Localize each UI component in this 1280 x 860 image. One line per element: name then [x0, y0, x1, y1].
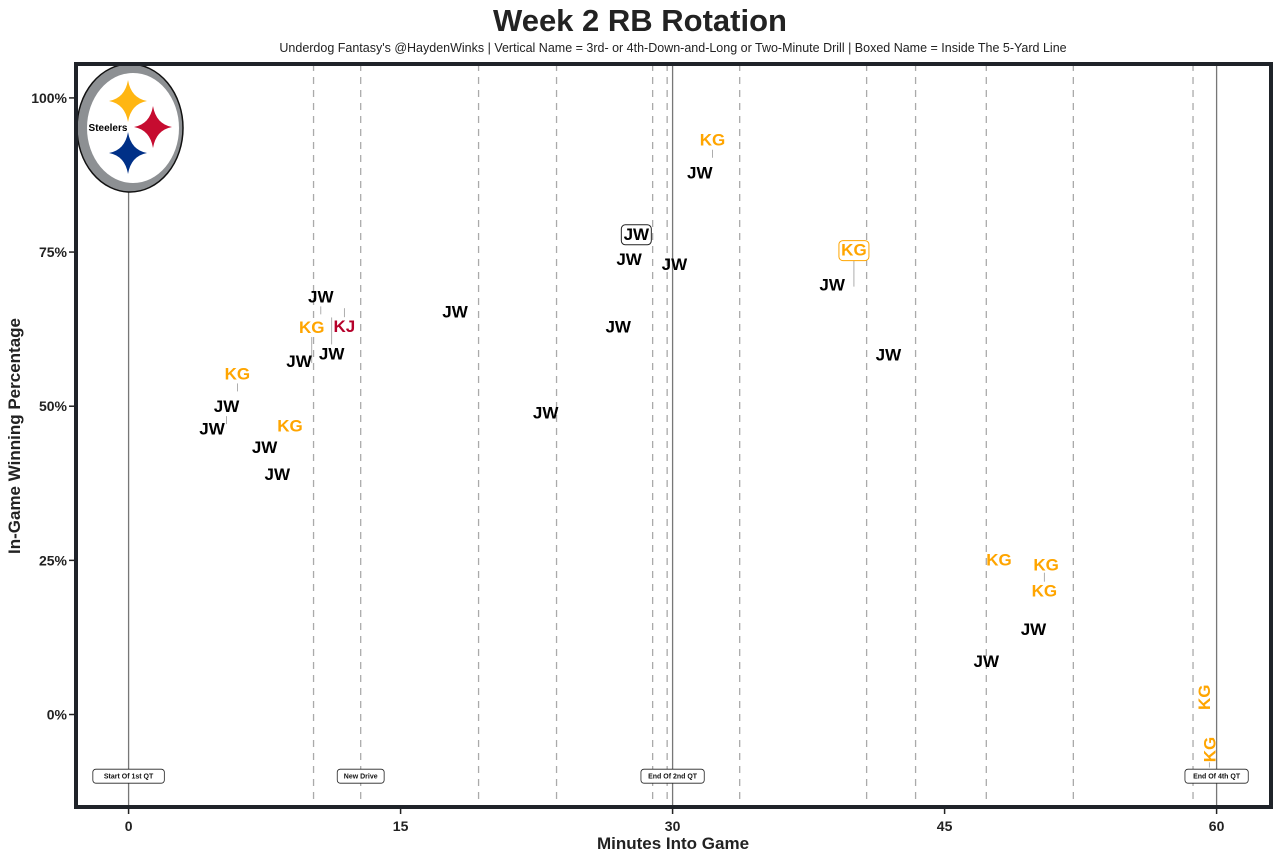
player-label: JW — [442, 302, 468, 321]
event-label-box — [1184, 768, 1249, 784]
player-label-group: JW — [214, 397, 240, 416]
player-label-group: KG — [1200, 737, 1219, 763]
player-label: KG — [700, 131, 726, 150]
player-label: JW — [605, 318, 631, 337]
chart-subtitle: Underdog Fantasy's @HaydenWinks | Vertic… — [279, 41, 1066, 55]
event-label-group: Start Of 1st QT — [92, 768, 165, 784]
player-label-group: JW — [687, 164, 713, 183]
player-label-group: JW — [662, 255, 688, 274]
player-label-group: JW — [308, 287, 334, 306]
player-label-group: JW — [616, 250, 642, 269]
player-label-group: JW — [442, 302, 468, 321]
player-label-group: JW — [1021, 620, 1047, 639]
chart-title: Week 2 RB Rotation — [493, 3, 787, 38]
steelers-logo: Steelers — [76, 63, 184, 193]
player-label-group: JW — [876, 345, 902, 364]
player-label: JW — [214, 397, 240, 416]
player-label-group: KG — [1195, 684, 1214, 710]
y-tick-label: 25% — [39, 552, 68, 568]
player-label: JW — [286, 352, 312, 371]
player-label: JW — [974, 652, 1000, 671]
player-label-group: KJ — [334, 317, 356, 336]
player-label: KG — [225, 364, 251, 383]
x-axis: 0 15 30 45 60 — [125, 809, 1225, 834]
player-label: KG — [1032, 582, 1058, 601]
player-label: JW — [308, 287, 334, 306]
player-label-vertical: KG — [1200, 737, 1219, 763]
event-labels: Start Of 1st QT New Drive End Of 2nd QT End… — [92, 768, 1249, 784]
player-label: JW — [265, 465, 291, 484]
y-tick-label: 100% — [31, 90, 67, 106]
event-label-group: End Of 4th QT — [1184, 768, 1249, 784]
player-label-group: JW — [620, 224, 652, 246]
player-label-group: JW — [819, 276, 845, 295]
plot-frame — [74, 62, 1273, 809]
player-label: JW — [819, 276, 845, 295]
boxed-label-box — [620, 224, 652, 246]
y-axis-label: In-Game Winning Percentage — [5, 318, 24, 554]
player-label-group: KG — [299, 318, 325, 337]
x-tick-label: 45 — [937, 818, 953, 834]
event-label-group: New Drive — [336, 768, 385, 784]
y-axis: 0% 25% 50% 75% 100% — [31, 90, 74, 723]
player-label: JW — [616, 250, 642, 269]
player-label-group: JW — [252, 438, 278, 457]
player-label-group: KG — [700, 131, 726, 150]
label-leader-lines — [226, 149, 1210, 768]
player-label: JW — [687, 164, 713, 183]
player-label-group: KG — [277, 416, 303, 435]
player-label-group: KG — [1032, 582, 1058, 601]
player-label: JW — [319, 344, 345, 363]
player-label-group: KG — [225, 364, 251, 383]
player-label-group: JW — [199, 419, 225, 438]
x-axis-label: Minutes Into Game — [597, 834, 749, 853]
player-label: KG — [1033, 556, 1059, 575]
y-tick-label: 75% — [39, 244, 68, 260]
player-label-group: KG — [1033, 556, 1059, 575]
event-label-box — [92, 768, 165, 784]
x-tick-label: 30 — [665, 818, 681, 834]
logo-text: Steelers — [89, 123, 128, 134]
player-label: JW — [252, 438, 278, 457]
player-label-group: JW — [974, 652, 1000, 671]
event-label: End Of 2nd QT — [648, 774, 698, 781]
player-label-group: KG — [986, 551, 1012, 570]
event-label-box — [640, 768, 705, 784]
player-label-boxed: KG — [841, 241, 867, 260]
star-blue-icon — [109, 132, 147, 174]
event-label: Start Of 1st QT — [104, 774, 154, 781]
player-label: KJ — [334, 317, 356, 336]
drive-lines — [127, 64, 1218, 807]
event-label: End Of 4th QT — [1193, 774, 1241, 781]
x-tick-label: 0 — [125, 818, 133, 834]
player-label-boxed: JW — [624, 225, 650, 244]
player-label-group: KG — [838, 240, 870, 262]
player-label-group: JW — [286, 352, 312, 371]
player-label-group: JW — [605, 318, 631, 337]
player-label: KG — [986, 551, 1012, 570]
y-tick-label: 0% — [47, 707, 68, 723]
x-tick-label: 60 — [1209, 818, 1225, 834]
player-label-group: JW — [265, 465, 291, 484]
player-label: JW — [876, 345, 902, 364]
player-label: JW — [533, 403, 559, 422]
y-tick-label: 50% — [39, 398, 68, 414]
player-label: JW — [662, 255, 688, 274]
event-label-box — [336, 768, 385, 784]
event-label: New Drive — [344, 774, 378, 781]
star-yellow-icon — [109, 80, 147, 122]
player-label: KG — [277, 416, 303, 435]
player-label-group: JW — [533, 403, 559, 422]
player-label-vertical: KG — [1195, 684, 1214, 710]
star-red-icon — [134, 106, 172, 148]
player-label: JW — [199, 419, 225, 438]
boxed-label-box — [838, 240, 870, 262]
player-label-group: JW — [319, 344, 345, 363]
player-label: JW — [1021, 620, 1047, 639]
player-label: KG — [299, 318, 325, 337]
player-labels: JWJWKGJWKGJWJWKGJWJWKJJWJWJWJWJWJWJWKGJW… — [199, 131, 1219, 763]
x-tick-label: 15 — [393, 818, 409, 834]
event-label-group: End Of 2nd QT — [640, 768, 705, 784]
